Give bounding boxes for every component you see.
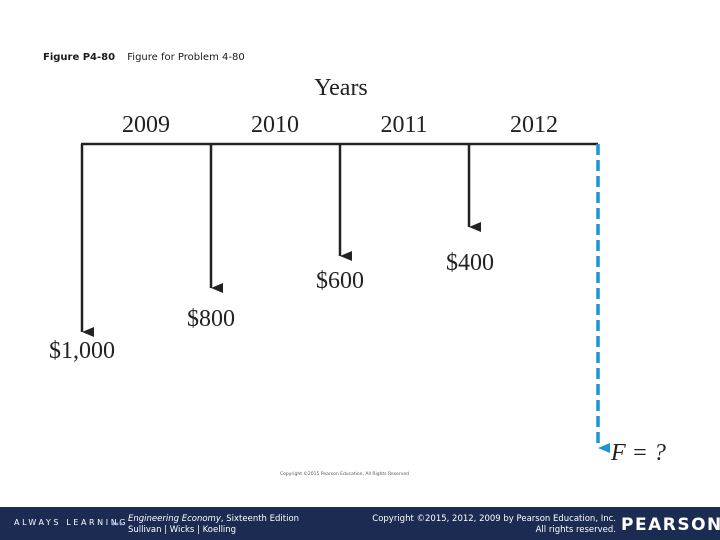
copyright-line-1: Copyright ©2015, 2012, 2009 by Pearson E…	[372, 514, 616, 524]
cash-flow-label-400: $400	[446, 250, 494, 276]
footer-bar: ALWAYS LEARNING Engineering Economy, Six…	[0, 507, 720, 540]
year-label-2011: 2011	[380, 112, 427, 138]
footer-book-info: Engineering Economy, Sixteenth Edition S…	[128, 514, 299, 536]
year-label-2010: 2010	[251, 112, 299, 138]
cash-flow-label-600: $600	[316, 268, 364, 294]
figure-number: Figure P4-80	[43, 52, 116, 63]
cash-flow-label-1000: $1,000	[49, 338, 115, 364]
footer-copyright: Copyright ©2015, 2012, 2009 by Pearson E…	[372, 514, 616, 536]
year-label-2009: 2009	[122, 112, 170, 138]
year-label-2012: 2012	[510, 112, 558, 138]
future-value-label: F = ?	[610, 440, 666, 466]
book-edition: , Sixteenth Edition	[220, 514, 300, 524]
dots-icon	[111, 522, 123, 526]
copyright-line-2: All rights reserved.	[535, 525, 616, 535]
book-title: Engineering Economy	[128, 514, 221, 524]
pearson-logo: PEARSON	[621, 515, 720, 535]
book-authors: Sullivan | Wicks | Koelling	[128, 525, 237, 535]
figure-title: Figure for Problem 4-80	[127, 52, 245, 63]
cash-flow-label-800: $800	[187, 306, 235, 332]
figure-caption: Figure P4-80 Figure for Problem 4-80	[43, 52, 245, 63]
diagram-copyright: Copyright ©2015 Pearson Education, All R…	[280, 472, 409, 477]
axis-title: Years	[314, 75, 368, 101]
cash-flow-diagram: Years 2009 2010 2011 2012 $1,000 $800 $6…	[49, 75, 666, 466]
footer-brand: ALWAYS LEARNING	[14, 518, 129, 527]
